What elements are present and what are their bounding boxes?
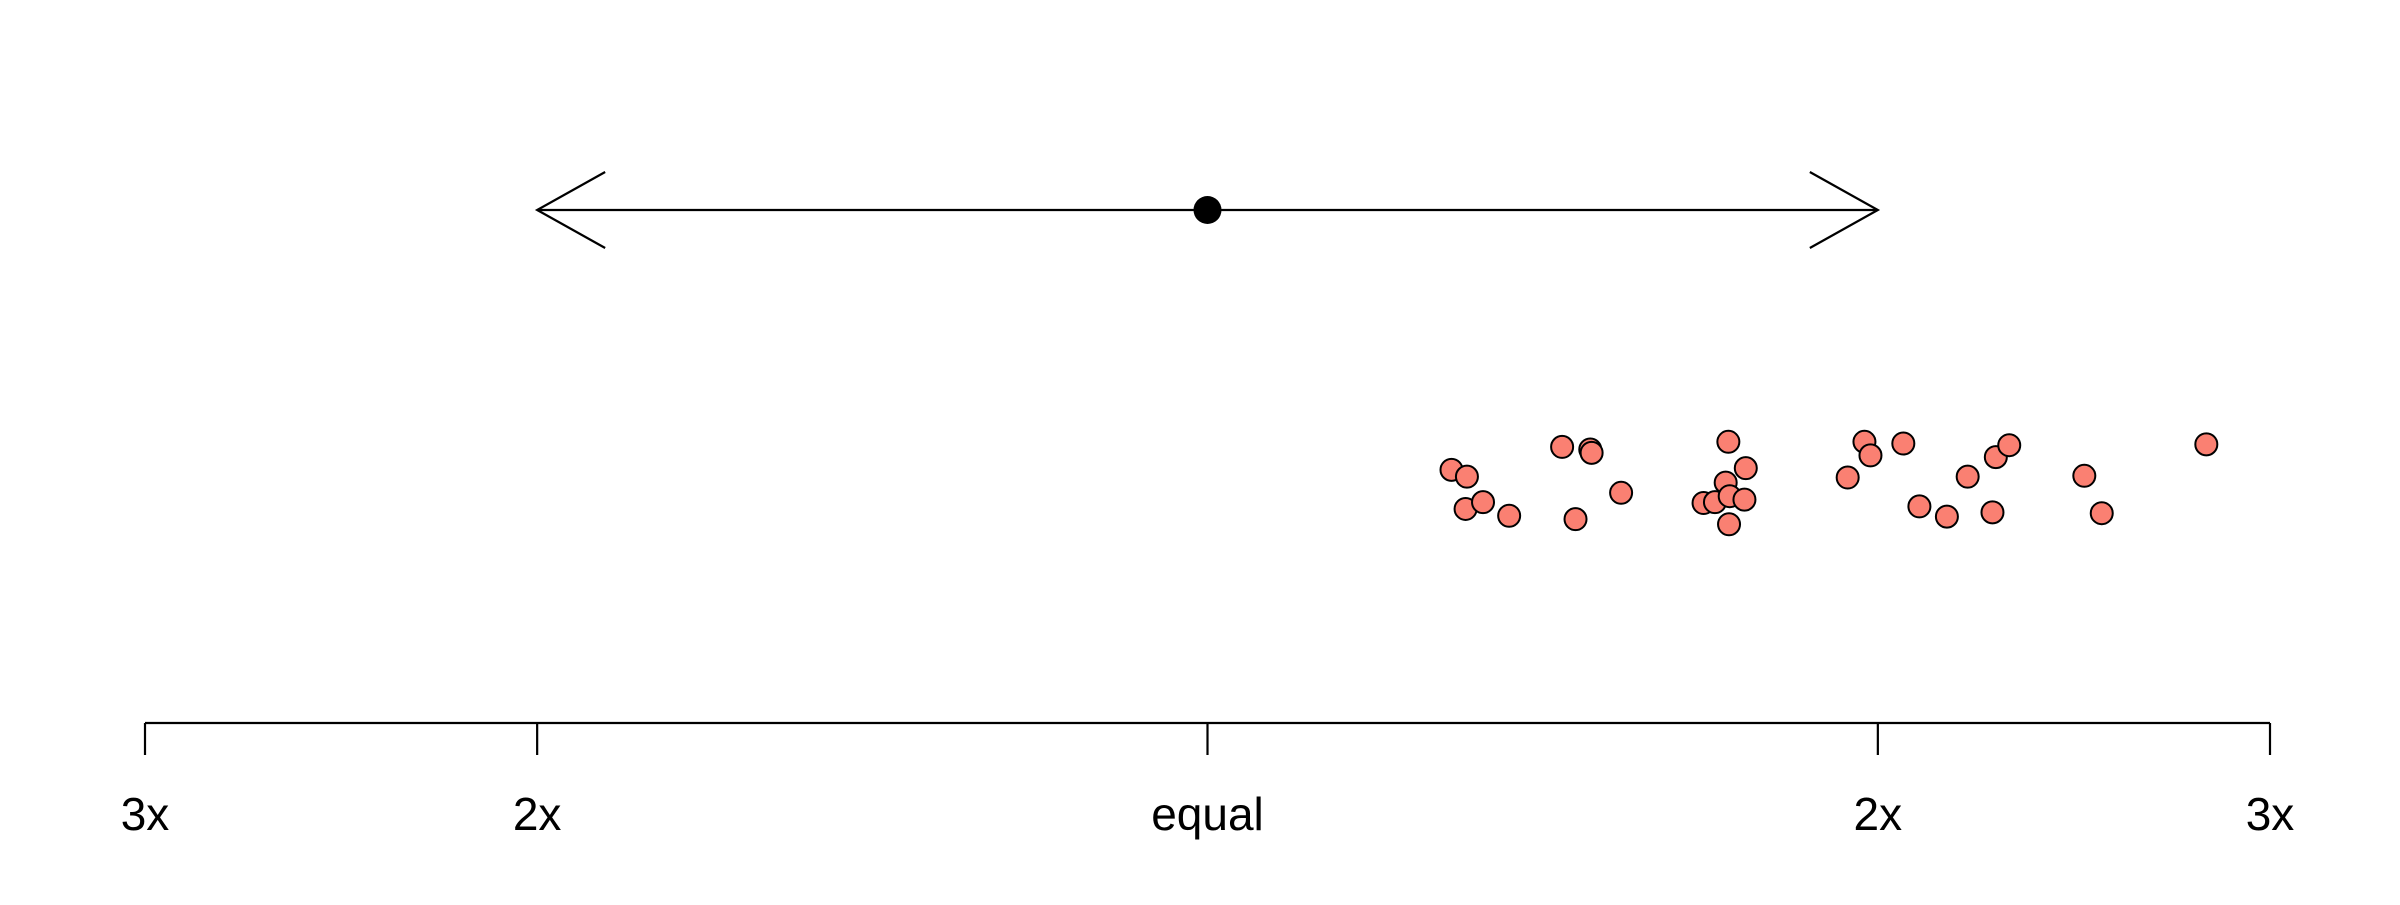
x-axis: 3x 2x equal 2x 3x	[121, 721, 2295, 840]
data-point	[1997, 433, 2022, 458]
data-point	[1835, 465, 1860, 490]
data-point	[1497, 503, 1522, 528]
center-point	[1193, 196, 1222, 224]
x-tick-label: equal	[1151, 788, 1264, 840]
data-point	[1934, 504, 1959, 529]
data-point	[1579, 440, 1604, 465]
data-point	[1609, 480, 1634, 505]
data-point	[2194, 432, 2219, 457]
data-point	[1955, 464, 1980, 489]
data-point	[2072, 463, 2097, 488]
x-tick-label: 2x	[1854, 788, 1903, 840]
x-tick-label: 3x	[2246, 788, 2295, 840]
x-tick-label: 3x	[121, 788, 170, 840]
data-point	[1891, 431, 1916, 456]
data-point	[2089, 501, 2114, 526]
x-tick-label: 2x	[513, 788, 562, 840]
data-point	[1717, 512, 1742, 537]
data-points	[1439, 429, 2219, 537]
data-point	[1563, 507, 1588, 532]
right-arrowhead	[1809, 171, 1881, 249]
data-point	[1858, 443, 1883, 468]
data-point	[1980, 500, 2005, 525]
data-point	[1716, 429, 1741, 454]
data-point	[1733, 456, 1758, 481]
data-point	[1471, 490, 1496, 515]
data-point	[1550, 434, 1575, 459]
left-arrowhead	[534, 171, 606, 249]
data-point	[1732, 487, 1757, 512]
reference-interval	[534, 171, 1881, 249]
data-point	[1454, 464, 1479, 489]
data-point	[1907, 494, 1932, 519]
